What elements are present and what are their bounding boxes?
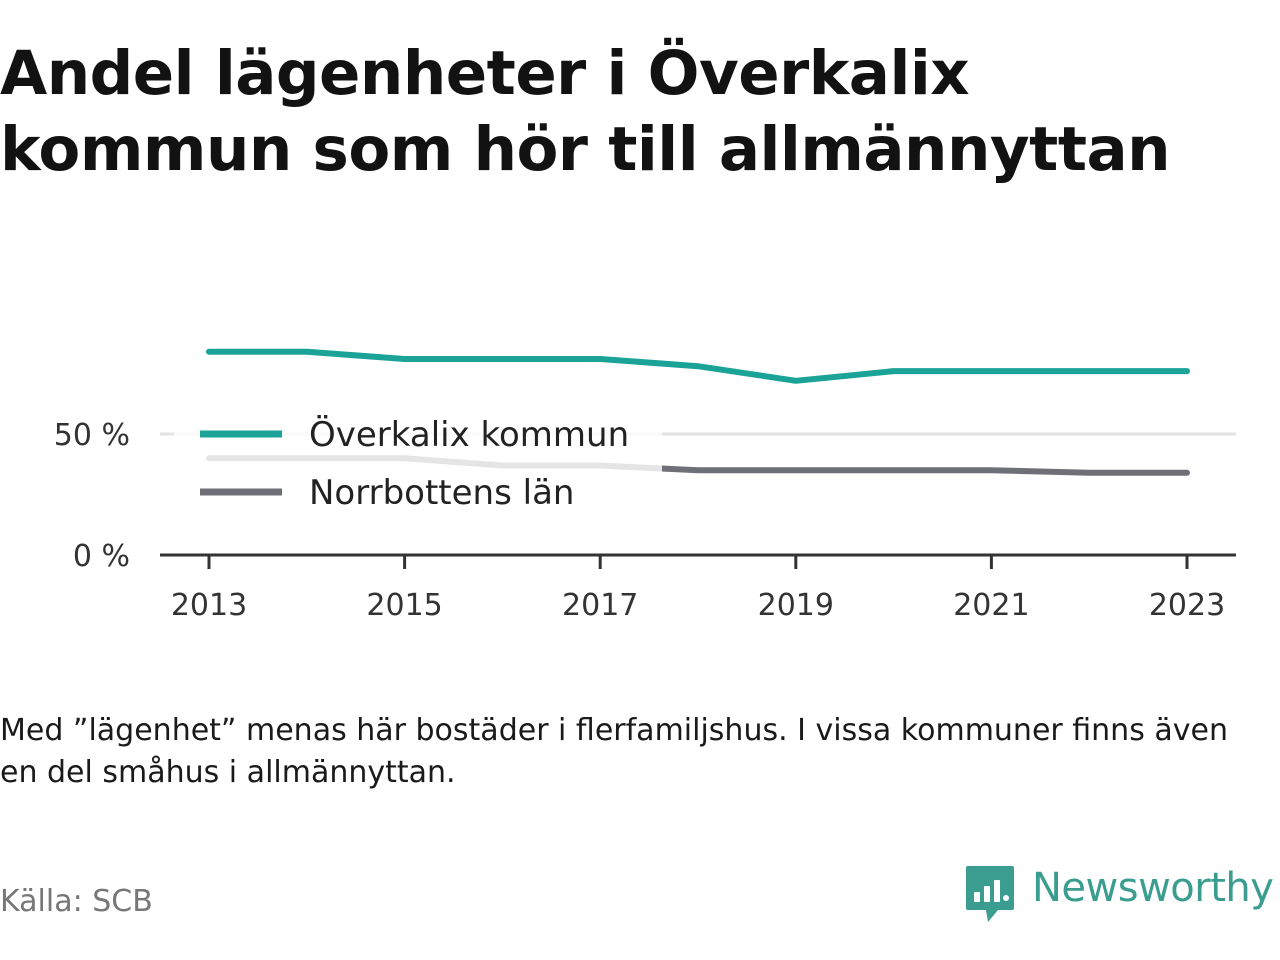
x-tick-label: 2015: [366, 588, 442, 623]
x-tick-label: 2023: [1149, 588, 1225, 623]
legend: Överkalix kommun Norrbottens län: [174, 404, 662, 524]
legend-label: Norrbottens län: [309, 473, 574, 513]
newsworthy-logo-icon: [966, 866, 1014, 922]
legend-label: Överkalix kommun: [309, 414, 629, 455]
x-tick-label: 2021: [953, 588, 1029, 623]
source-label: Källa: SCB: [0, 884, 153, 919]
brand-logo: Newsworthy: [964, 864, 1274, 926]
x-tick-label: 2013: [171, 588, 247, 623]
brand-name: Newsworthy: [1032, 865, 1274, 911]
x-tick-label: 2017: [562, 588, 638, 623]
x-tick-label: 2019: [758, 588, 834, 623]
series-line-overkalix-kommun: [206, 348, 1190, 384]
y-tick-label: 0 %: [73, 539, 130, 574]
y-tick-label: 50 %: [54, 418, 130, 453]
chart-note: Med ”lägenhet” menas här bostäder i fler…: [0, 713, 1228, 790]
y-axis-tick-labels: 0 % 50 %: [54, 418, 130, 574]
x-axis: 2013 2015 2017 2019 2021 2023: [160, 553, 1236, 623]
legend-background: [174, 404, 662, 524]
chart-title: Andel lägenheter i Överkalix kommun som …: [0, 38, 1171, 185]
